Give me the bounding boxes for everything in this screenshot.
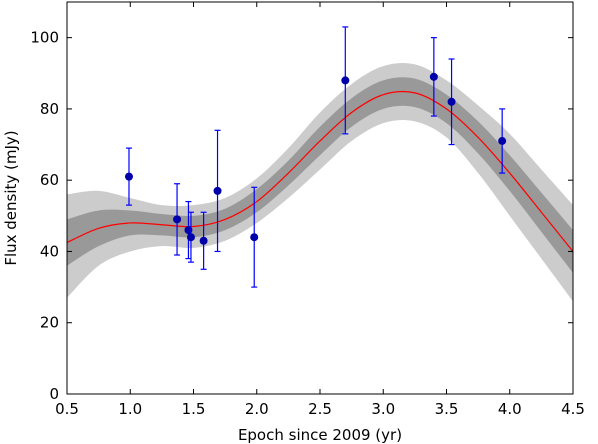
x-axis-ticks: 0.5 1.0 1.5 2.0 2.5 3.0 3.5 4.0 4.5 <box>55 2 585 418</box>
data-point-5 <box>213 129 222 253</box>
data-marker <box>186 233 195 242</box>
data-point-1 <box>173 183 182 256</box>
data-marker <box>173 215 182 224</box>
data-marker <box>447 97 456 106</box>
y-axis-label: Flux density (mJy) <box>2 130 20 265</box>
y-axis-ticks: 0 20 40 60 80 100 <box>30 29 573 403</box>
y-tick-label: 40 <box>40 242 59 260</box>
data-marker <box>498 136 507 145</box>
data-marker <box>199 236 208 245</box>
data-point-8 <box>429 37 438 117</box>
data-point-0 <box>124 147 133 206</box>
data-point-7 <box>341 26 350 135</box>
y-tick-label: 0 <box>49 385 59 403</box>
data-marker <box>341 76 350 85</box>
data-marker <box>250 233 259 242</box>
data-point-3 <box>186 211 195 263</box>
x-tick-label: 4.5 <box>561 400 585 418</box>
model-curve <box>66 90 574 252</box>
data-marker <box>124 172 133 181</box>
x-tick-label: 1.0 <box>118 400 142 418</box>
data-marker <box>213 186 222 195</box>
data-point-10 <box>498 108 507 174</box>
data-point-6 <box>250 186 259 288</box>
x-tick-label: 3.5 <box>435 400 459 418</box>
x-tick-label: 2.0 <box>245 400 269 418</box>
x-axis-label: Epoch since 2009 (yr) <box>238 426 402 444</box>
inner-band <box>67 77 573 273</box>
model-confidence-bands <box>67 63 573 302</box>
outer-band <box>67 63 573 302</box>
x-tick-label: 2.5 <box>308 400 332 418</box>
x-tick-label: 4.0 <box>498 400 522 418</box>
y-tick-label: 80 <box>40 100 59 118</box>
y-tick-label: 100 <box>30 29 59 47</box>
y-tick-label: 20 <box>40 314 59 332</box>
data-points <box>124 26 507 288</box>
data-point-4 <box>199 211 208 270</box>
data-point-9 <box>447 58 456 146</box>
data-marker <box>429 72 438 81</box>
data-marker <box>184 226 193 235</box>
y-tick-label: 60 <box>40 171 59 189</box>
x-tick-label: 0.5 <box>55 400 79 418</box>
data-point-2 <box>184 200 193 260</box>
x-tick-label: 3.0 <box>371 400 395 418</box>
x-tick-label: 1.5 <box>182 400 206 418</box>
model-line-path <box>66 90 574 252</box>
